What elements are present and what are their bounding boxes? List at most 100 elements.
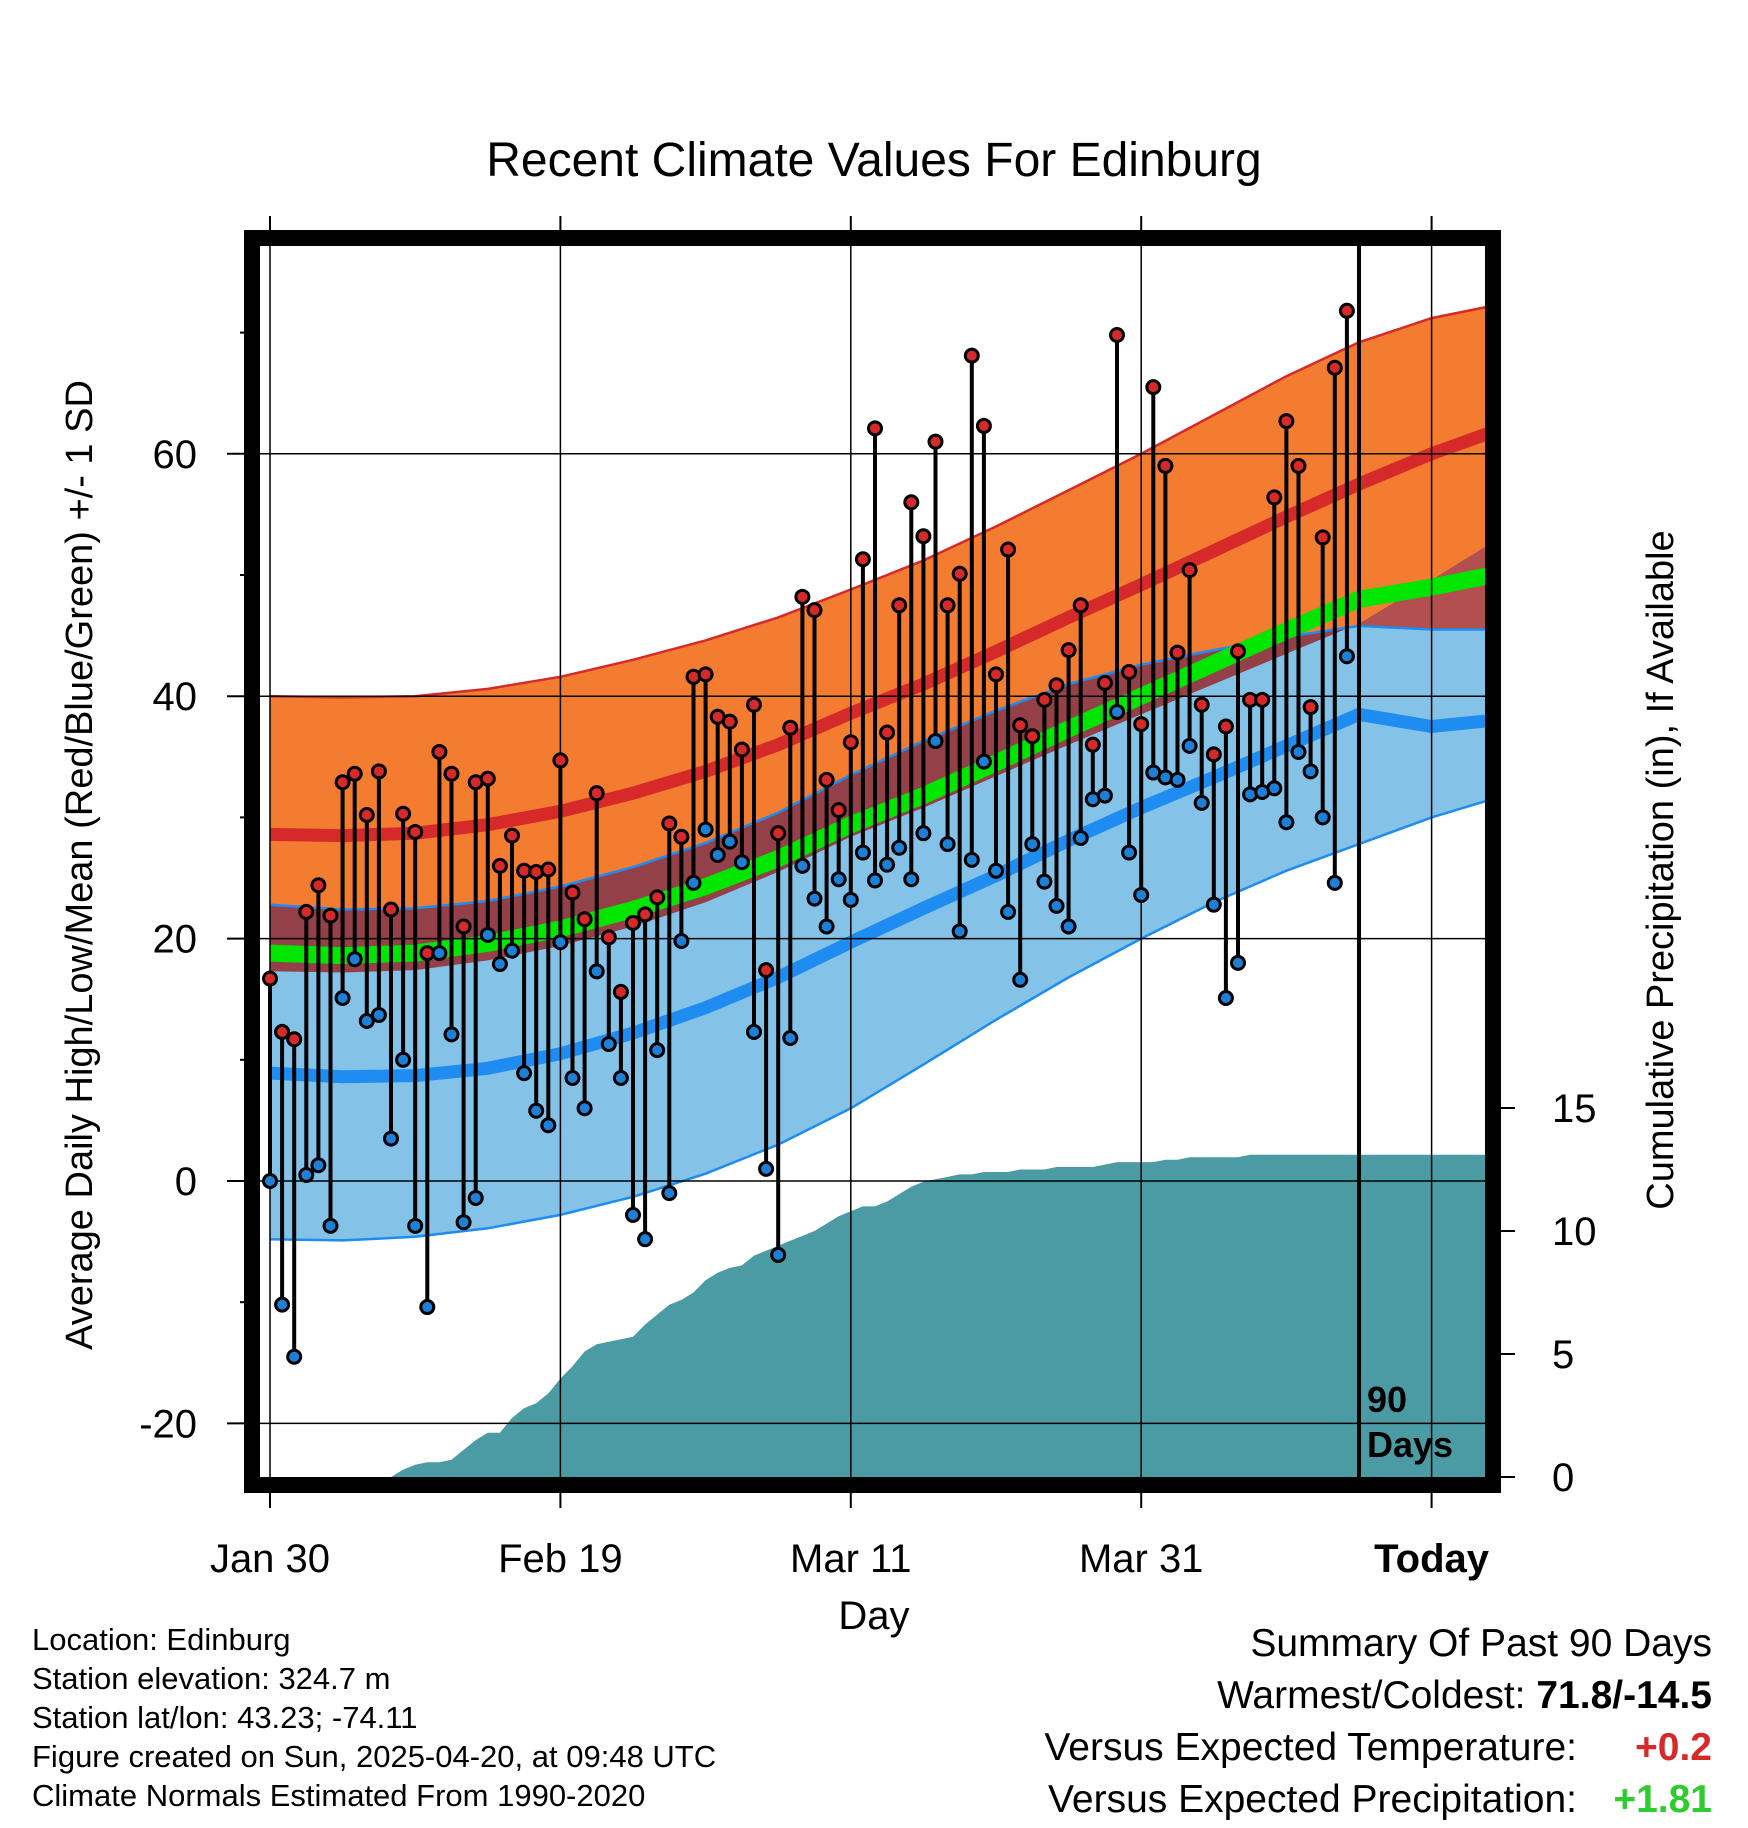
daily-low-point bbox=[467, 1189, 484, 1206]
x-axis-label: Day bbox=[838, 1594, 909, 1638]
daily-high-point bbox=[806, 602, 823, 619]
daily-low-point bbox=[697, 821, 714, 838]
daily-high-point bbox=[1169, 644, 1186, 661]
y-tick-label: 60 bbox=[153, 433, 198, 477]
daily-low-point bbox=[1290, 743, 1307, 760]
daily-low-point bbox=[612, 1069, 629, 1086]
x-axis-ticks: Jan 30 Feb 19 Mar 11 Mar 31 Today bbox=[210, 216, 1490, 1581]
daily-high-point bbox=[346, 765, 363, 782]
y-axis-label: Average Daily High/Low/Mean (Red/Blue/Gr… bbox=[59, 380, 101, 1350]
daily-high-point bbox=[1012, 717, 1029, 734]
daily-high-point bbox=[1121, 663, 1138, 680]
daily-high-point bbox=[733, 741, 750, 758]
precip-label: Versus Expected Precipitation: bbox=[1048, 1778, 1577, 1821]
daily-low-point bbox=[854, 844, 871, 861]
daily-high-point bbox=[1266, 489, 1283, 506]
daily-low-point bbox=[1072, 830, 1089, 847]
daily-high-point bbox=[383, 901, 399, 918]
daily-high-point bbox=[842, 734, 859, 751]
daily-low-point bbox=[625, 1206, 641, 1223]
daily-high-point bbox=[443, 765, 460, 782]
daily-low-point bbox=[1266, 780, 1283, 797]
daily-high-point bbox=[1205, 746, 1222, 763]
daily-low-point bbox=[274, 1296, 291, 1313]
daily-high-point bbox=[891, 597, 908, 614]
daily-high-point bbox=[1060, 642, 1077, 659]
daily-high-point bbox=[758, 962, 775, 979]
temp-label: Versus Expected Temperature: bbox=[1044, 1726, 1577, 1769]
daily-high-point bbox=[1024, 728, 1041, 745]
daily-high-point bbox=[1109, 327, 1125, 344]
daily-low-point bbox=[298, 1166, 315, 1183]
temp-value: +0.2 bbox=[1635, 1726, 1712, 1769]
x-tick-label: Jan 30 bbox=[210, 1537, 330, 1581]
daily-low-point bbox=[1000, 903, 1017, 920]
daily-low-point bbox=[1169, 771, 1186, 788]
daily-high-point bbox=[915, 528, 932, 545]
daily-high-point bbox=[625, 914, 641, 931]
daily-high-point bbox=[1302, 699, 1319, 716]
daily-low-point bbox=[721, 833, 738, 850]
daily-high-point bbox=[431, 743, 448, 760]
daily-low-point bbox=[685, 874, 702, 891]
warm-cold-row: Warmest/Coldest: 71.8/-14.5 bbox=[1044, 1670, 1712, 1722]
daily-low-point bbox=[1096, 787, 1113, 804]
daily-high-point bbox=[1181, 562, 1198, 579]
daily-low-point bbox=[988, 862, 1004, 879]
daily-high-point bbox=[963, 347, 980, 364]
daily-high-point bbox=[1314, 529, 1331, 546]
daily-low-point bbox=[782, 1029, 799, 1046]
warm-cold-value: 71.8/-14.5 bbox=[1536, 1674, 1712, 1717]
daily-low-point bbox=[1302, 763, 1319, 780]
daily-high-point bbox=[879, 724, 896, 741]
daily-high-point bbox=[697, 666, 714, 683]
daily-high-point bbox=[746, 696, 762, 713]
daily-low-point bbox=[286, 1348, 303, 1365]
daily-low-point bbox=[891, 839, 908, 856]
daily-high-point bbox=[867, 420, 883, 437]
daily-low-point bbox=[491, 956, 508, 973]
today-marker-label: 90 bbox=[1367, 1379, 1407, 1420]
daily-high-point bbox=[1326, 359, 1343, 376]
daily-high-point bbox=[395, 805, 412, 822]
high-upper-edge bbox=[269, 306, 1485, 699]
daily-low-point bbox=[479, 926, 496, 943]
daily-low-point bbox=[528, 1102, 545, 1119]
daily-high-point bbox=[951, 565, 968, 582]
x-tick-label: Feb 19 bbox=[498, 1537, 623, 1581]
daily-low-point bbox=[637, 1231, 654, 1248]
daily-low-point bbox=[552, 934, 569, 951]
daily-high-point bbox=[721, 713, 738, 730]
daily-low-point bbox=[951, 923, 968, 940]
daily-high-point bbox=[479, 770, 496, 787]
station-info: Location: Edinburg Station elevation: 32… bbox=[32, 1620, 716, 1815]
daily-high-point bbox=[854, 551, 871, 568]
x-tick-label: Mar 11 bbox=[790, 1537, 912, 1581]
daily-high-point bbox=[1000, 541, 1017, 558]
daily-low-point bbox=[806, 890, 823, 907]
daily-high-point bbox=[1193, 696, 1210, 713]
daily-high-point bbox=[1036, 691, 1053, 708]
daily-low-point bbox=[818, 918, 835, 935]
daily-high-point bbox=[794, 588, 811, 605]
chart-title: Recent Climate Values For Edinburg bbox=[486, 134, 1261, 187]
daily-low-point bbox=[346, 951, 363, 968]
daily-high-point bbox=[782, 719, 799, 736]
daily-high-point bbox=[491, 857, 508, 874]
daily-high-point bbox=[540, 861, 557, 878]
daily-high-point bbox=[504, 827, 520, 844]
cumulative-precip-area bbox=[270, 1154, 1485, 1477]
daily-low-point bbox=[310, 1157, 327, 1174]
daily-high-point bbox=[358, 806, 375, 823]
daily-high-point bbox=[564, 884, 581, 901]
right-axis-ticks: 0 5 10 15 bbox=[1493, 1087, 1597, 1500]
daily-high-point bbox=[927, 433, 944, 450]
daily-low-point bbox=[395, 1051, 412, 1068]
daily-low-point bbox=[1133, 886, 1150, 903]
daily-low-point bbox=[588, 963, 605, 980]
daily-high-point bbox=[661, 815, 678, 832]
y2-tick-label: 0 bbox=[1552, 1456, 1574, 1500]
x-tick-label: Mar 31 bbox=[1079, 1537, 1204, 1581]
y-tick-label: 0 bbox=[175, 1160, 197, 1204]
daily-high-point bbox=[455, 918, 472, 935]
